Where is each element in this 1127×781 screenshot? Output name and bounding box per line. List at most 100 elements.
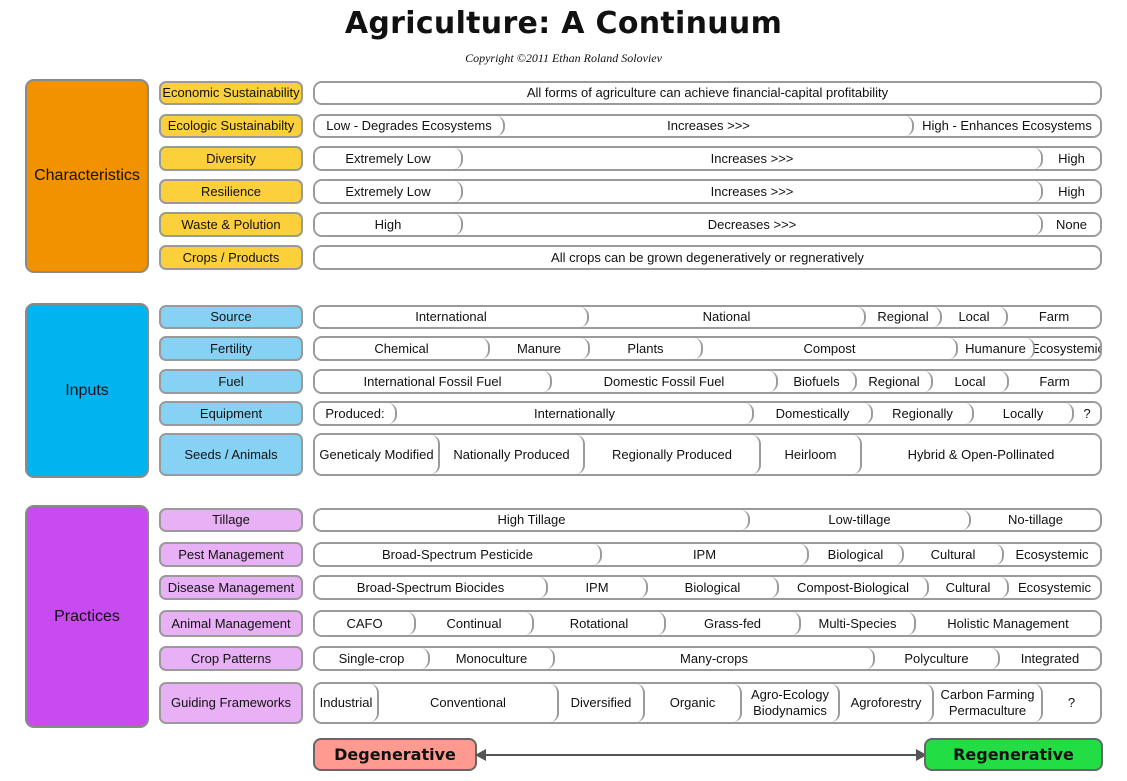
row-label-crops-products: Crops / Products	[159, 245, 303, 270]
continuum-segment: Continual	[416, 612, 534, 635]
degenerative-badge: Degenerative	[313, 738, 477, 771]
continuum-segment: Low-tillage	[750, 510, 971, 530]
continuum-bar: Broad-Spectrum Biocides IPM Biological Comp…	[313, 575, 1102, 600]
continuum-segment: ?	[1043, 684, 1100, 722]
continuum-bar: Industrial Conventional Diversified Organic…	[313, 682, 1102, 724]
continuum-segment: Local	[942, 307, 1008, 327]
row-label-guiding-frameworks: Guiding Frameworks	[159, 682, 303, 724]
continuum-segment: Regionally	[873, 403, 974, 424]
continuum-segment: Biological	[648, 577, 779, 598]
continuum-bar: International Fossil Fuel Domestic Fossil…	[313, 369, 1102, 394]
continuum-bar: High Tillage Low-tillage No-tillage	[313, 508, 1102, 532]
row-crops-products: Crops / Products All crops can be grown d…	[0, 245, 1127, 270]
continuum-segment: IPM	[602, 544, 809, 565]
continuum-segment: International	[315, 307, 589, 327]
row-label-source: Source	[159, 305, 303, 329]
continuum-segment: Conventional	[379, 684, 559, 722]
continuum-bar: High Decreases >>> None	[313, 212, 1102, 237]
row-ecologic-sustainabilty: Ecologic Sustainabilty Low - Degrades Eco…	[0, 114, 1127, 138]
continuum-segment: High Tillage	[315, 510, 750, 530]
row-animal-management: Animal Management CAFO Continual Rotational…	[0, 610, 1127, 637]
continuum-bar: Produced: Internationally Domestically Regi…	[313, 401, 1102, 426]
row-label-waste-polution: Waste & Polution	[159, 212, 303, 237]
row-fuel: Fuel International Fossil Fuel Domestic Fo…	[0, 369, 1127, 394]
continuum-bar: Single-crop Monoculture Many-crops Polycult…	[313, 646, 1102, 671]
row-fertility: Fertility Chemical Manure Plants Compost Huma…	[0, 336, 1127, 361]
continuum-segment: Carbon Farming Permaculture	[934, 684, 1043, 722]
continuum-segment: Plants	[590, 338, 703, 359]
continuum-segment: Agroforestry	[840, 684, 934, 722]
continuum-segment: Heirloom	[761, 435, 862, 474]
continuum-segment: Cultural	[929, 577, 1009, 598]
row-label-ecologic-sustainabilty: Ecologic Sustainabilty	[159, 114, 303, 138]
continuum-segment: All crops can be grown degeneratively or…	[315, 247, 1100, 268]
continuum-bar: International National Regional Local Farm	[313, 305, 1102, 329]
continuum-segment: CAFO	[315, 612, 416, 635]
continuum-segment: Produced:	[315, 403, 397, 424]
continuum-segment: International Fossil Fuel	[315, 371, 552, 392]
continuum-segment: Integrated	[1000, 648, 1100, 669]
continuum-segment: Biological	[809, 544, 904, 565]
row-label-economic-sustainability: Economic Sustainability	[159, 81, 303, 105]
section-title: Inputs	[65, 381, 109, 399]
row-label-equipment: Equipment	[159, 401, 303, 426]
copyright-text: Copyright ©2011 Ethan Roland Soloviev	[465, 51, 662, 65]
continuum-segment: High - Enhances Ecosystems	[914, 116, 1100, 136]
continuum-segment: Broad-Spectrum Biocides	[315, 577, 548, 598]
continuum-bar: Extremely Low Increases >>> High	[313, 146, 1102, 171]
row-resilience: Resilience Extremely Low Increases >>> High	[0, 179, 1127, 204]
continuum-arrow-icon	[475, 749, 927, 761]
continuum-segment: High	[1043, 148, 1100, 169]
section-title: Characteristics	[34, 167, 140, 184]
row-label-animal-management: Animal Management	[159, 610, 303, 637]
continuum-bar: CAFO Continual Rotational Grass-fed Multi-Sp…	[313, 610, 1102, 637]
row-label-fuel: Fuel	[159, 369, 303, 394]
page-title: Agriculture: A Continuum	[344, 6, 783, 41]
row-diversity: Diversity Extremely Low Increases >>> High	[0, 146, 1127, 171]
continuum-segment: High	[1043, 181, 1100, 202]
continuum-segment: Compost-Biological	[779, 577, 929, 598]
continuum-segment: No-tillage	[971, 510, 1100, 530]
continuum-segment: Internationally	[397, 403, 754, 424]
continuum-segment: National	[589, 307, 866, 327]
row-label-crop-patterns: Crop Patterns	[159, 646, 303, 671]
continuum-segment: Many-crops	[555, 648, 875, 669]
continuum-segment: Increases >>>	[463, 181, 1043, 202]
continuum-segment: Increases >>>	[463, 148, 1043, 169]
continuum-segment: Local	[933, 371, 1009, 392]
row-label-resilience: Resilience	[159, 179, 303, 204]
row-label-diversity: Diversity	[159, 146, 303, 171]
regenerative-label: Regenerative	[953, 745, 1074, 764]
continuum-segment: Broad-Spectrum Pesticide	[315, 544, 602, 565]
row-label-tillage: Tillage	[159, 508, 303, 532]
continuum-segment: Decreases >>>	[463, 214, 1043, 235]
continuum-segment: Industrial	[315, 684, 379, 722]
continuum-bar: Low - Degrades Ecosystems Increases >>> Hi…	[313, 114, 1102, 138]
row-seeds-animals: Seeds / Animals Geneticaly Modified Nation…	[0, 433, 1127, 476]
row-disease-management: Disease Management Broad-Spectrum Biocide…	[0, 575, 1127, 600]
continuum-segment: Hybrid & Open-Pollinated	[862, 435, 1100, 474]
section-title: Practices	[54, 607, 120, 625]
continuum-segment: None	[1043, 214, 1100, 235]
continuum-segment: Regional	[866, 307, 942, 327]
continuum-segment: Regionally Produced	[585, 435, 761, 474]
section-inputs: Inputs	[25, 303, 149, 478]
continuum-segment: Domestic Fossil Fuel	[552, 371, 778, 392]
continuum-segment: Extremely Low	[315, 181, 463, 202]
continuum-bar: All crops can be grown degeneratively or…	[313, 245, 1102, 270]
continuum-segment: Ecosystemic	[1004, 544, 1100, 565]
continuum-segment: Chemical	[315, 338, 490, 359]
continuum-segment: Cultural	[904, 544, 1004, 565]
continuum-segment: IPM	[548, 577, 648, 598]
continuum-segment: Increases >>>	[505, 116, 914, 136]
row-pest-management: Pest Management Broad-Spectrum Pesticide I…	[0, 542, 1127, 567]
continuum-segment: Monoculture	[430, 648, 555, 669]
continuum-segment: Manure	[490, 338, 590, 359]
continuum-segment: Biofuels	[778, 371, 857, 392]
continuum-segment: Domestically	[754, 403, 873, 424]
continuum-segment: Rotational	[534, 612, 666, 635]
continuum-segment: Organic	[645, 684, 742, 722]
regenerative-badge: Regenerative	[924, 738, 1103, 771]
continuum-bar: Chemical Manure Plants Compost Humanure Ecosy…	[313, 336, 1102, 361]
continuum-segment: Ecosystemic	[1009, 577, 1100, 598]
